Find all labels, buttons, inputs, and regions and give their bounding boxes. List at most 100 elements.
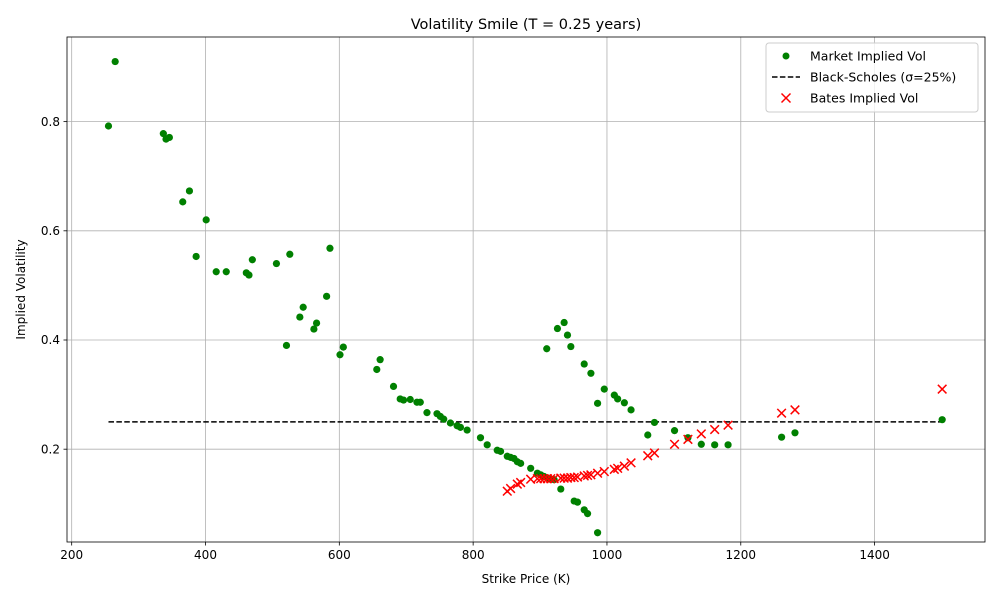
market-vol-point	[222, 268, 230, 276]
legend-label-black-scholes: Black-Scholes (σ=25%)	[810, 70, 956, 85]
market-vol-point	[312, 319, 321, 327]
market-vol-point	[339, 343, 347, 351]
x-tick-label: 200	[60, 548, 83, 562]
market-vol-point	[416, 398, 424, 406]
market-vol-point	[248, 256, 256, 264]
market-vol-point	[644, 431, 652, 439]
market-vol-point	[620, 399, 628, 407]
market-vol-point	[440, 415, 448, 423]
legend-frame	[765, 42, 979, 113]
bates-vol-point	[569, 472, 580, 483]
market-vol-point	[627, 406, 635, 414]
bates-vol-point	[669, 439, 680, 450]
plot-frame	[66, 36, 986, 543]
market-vol-point	[600, 385, 608, 393]
y-tick-label: 0.8	[41, 115, 60, 129]
bates-vol-point	[599, 466, 610, 477]
market-vol-point	[587, 369, 595, 377]
market-vol-point	[476, 434, 485, 442]
market-vol-point	[684, 434, 692, 442]
market-vol-point	[389, 382, 398, 391]
market-vol-point	[212, 268, 220, 276]
market-vol-point	[423, 409, 431, 417]
x-tick-label: 600	[328, 548, 351, 562]
bates-vol-point	[505, 483, 516, 494]
market-vol-point	[376, 356, 384, 364]
market-vol-point	[563, 331, 572, 339]
x-tick-label: 1000	[592, 548, 623, 562]
market-vol-point	[573, 498, 582, 506]
market-vol-point	[580, 360, 588, 368]
market-vol-point	[296, 313, 304, 321]
legend-marker-bates	[780, 92, 792, 104]
bates-vol-point	[696, 429, 707, 439]
bates-vol-point	[612, 463, 623, 474]
x-tick-label: 800	[462, 548, 485, 562]
market-vol-point	[446, 419, 454, 427]
market-vol-point	[286, 250, 294, 258]
x-tick-label: 400	[194, 548, 217, 562]
legend-marker-market	[782, 52, 790, 60]
bates-vol-point	[515, 477, 526, 488]
market-vol-point	[938, 416, 946, 424]
bates-vol-point	[609, 464, 620, 475]
market-vol-point	[326, 244, 334, 252]
market-vol-point	[543, 345, 551, 353]
market-vol-point	[697, 440, 705, 448]
market-vol-point	[777, 433, 786, 441]
axis-ticks: 200 400 600 800 1000 1200 1400 0.2 0.4 0.6 0.8	[41, 115, 890, 562]
bates-vol-point	[582, 470, 593, 481]
bates-vol-point	[709, 424, 720, 435]
bates-vol-point	[545, 473, 556, 484]
market-vol-point	[791, 429, 799, 437]
x-tick-label: 1200	[726, 548, 757, 562]
grid-lines	[67, 37, 985, 542]
legend-label-bates: Bates Implied Vol	[810, 91, 918, 106]
market-vol-point	[567, 342, 575, 351]
market-vol-point	[245, 271, 253, 279]
market-vol-point	[517, 459, 525, 467]
bates-vol-point	[683, 434, 693, 445]
market-vol-point	[310, 325, 318, 333]
market-vol-point	[165, 133, 173, 142]
x-axis-label: Strike Price (K)	[482, 572, 571, 586]
market-vol-point	[614, 395, 622, 403]
series-layer	[104, 57, 948, 537]
bates-vol-point	[776, 408, 787, 418]
market-vol-point	[557, 485, 565, 493]
bates-vol-point	[626, 458, 636, 468]
bates-vol-point	[723, 420, 733, 430]
bates-vol-point	[642, 450, 653, 461]
chart-title: Volatility Smile (T = 0.25 years)	[411, 17, 641, 33]
bates-vol-point	[649, 448, 660, 458]
bates-vol-point	[937, 384, 948, 394]
y-axis-label: Implied Volatility	[14, 239, 28, 339]
market-vol-point	[272, 259, 281, 268]
market-vol-point	[724, 441, 732, 449]
market-vol-point	[483, 441, 491, 449]
plot-area	[67, 37, 985, 542]
market-vol-point	[650, 418, 659, 427]
market-vol-point	[192, 252, 200, 261]
market-vol-point	[399, 396, 408, 404]
y-tick-label: 0.4	[41, 333, 60, 347]
market-vol-point	[104, 122, 113, 130]
market-vol-point	[336, 351, 344, 359]
y-tick-label: 0.2	[41, 442, 60, 456]
market-vol-point	[406, 395, 414, 404]
market-vol-point	[560, 318, 568, 327]
market-vol-point	[323, 292, 331, 300]
bates-vol-point	[790, 405, 800, 415]
x-tick-label: 1400	[859, 548, 890, 562]
market-vol-point	[185, 187, 194, 195]
market-vol-point	[593, 529, 602, 537]
market-vol-point	[202, 216, 210, 224]
market-vol-point	[159, 130, 167, 138]
market-vol-point	[179, 198, 187, 206]
market-vol-point	[527, 464, 535, 472]
market-vol-point	[553, 324, 562, 333]
y-tick-label: 0.6	[41, 224, 60, 238]
market-vol-point	[456, 423, 465, 431]
market-vol-point	[299, 303, 307, 311]
